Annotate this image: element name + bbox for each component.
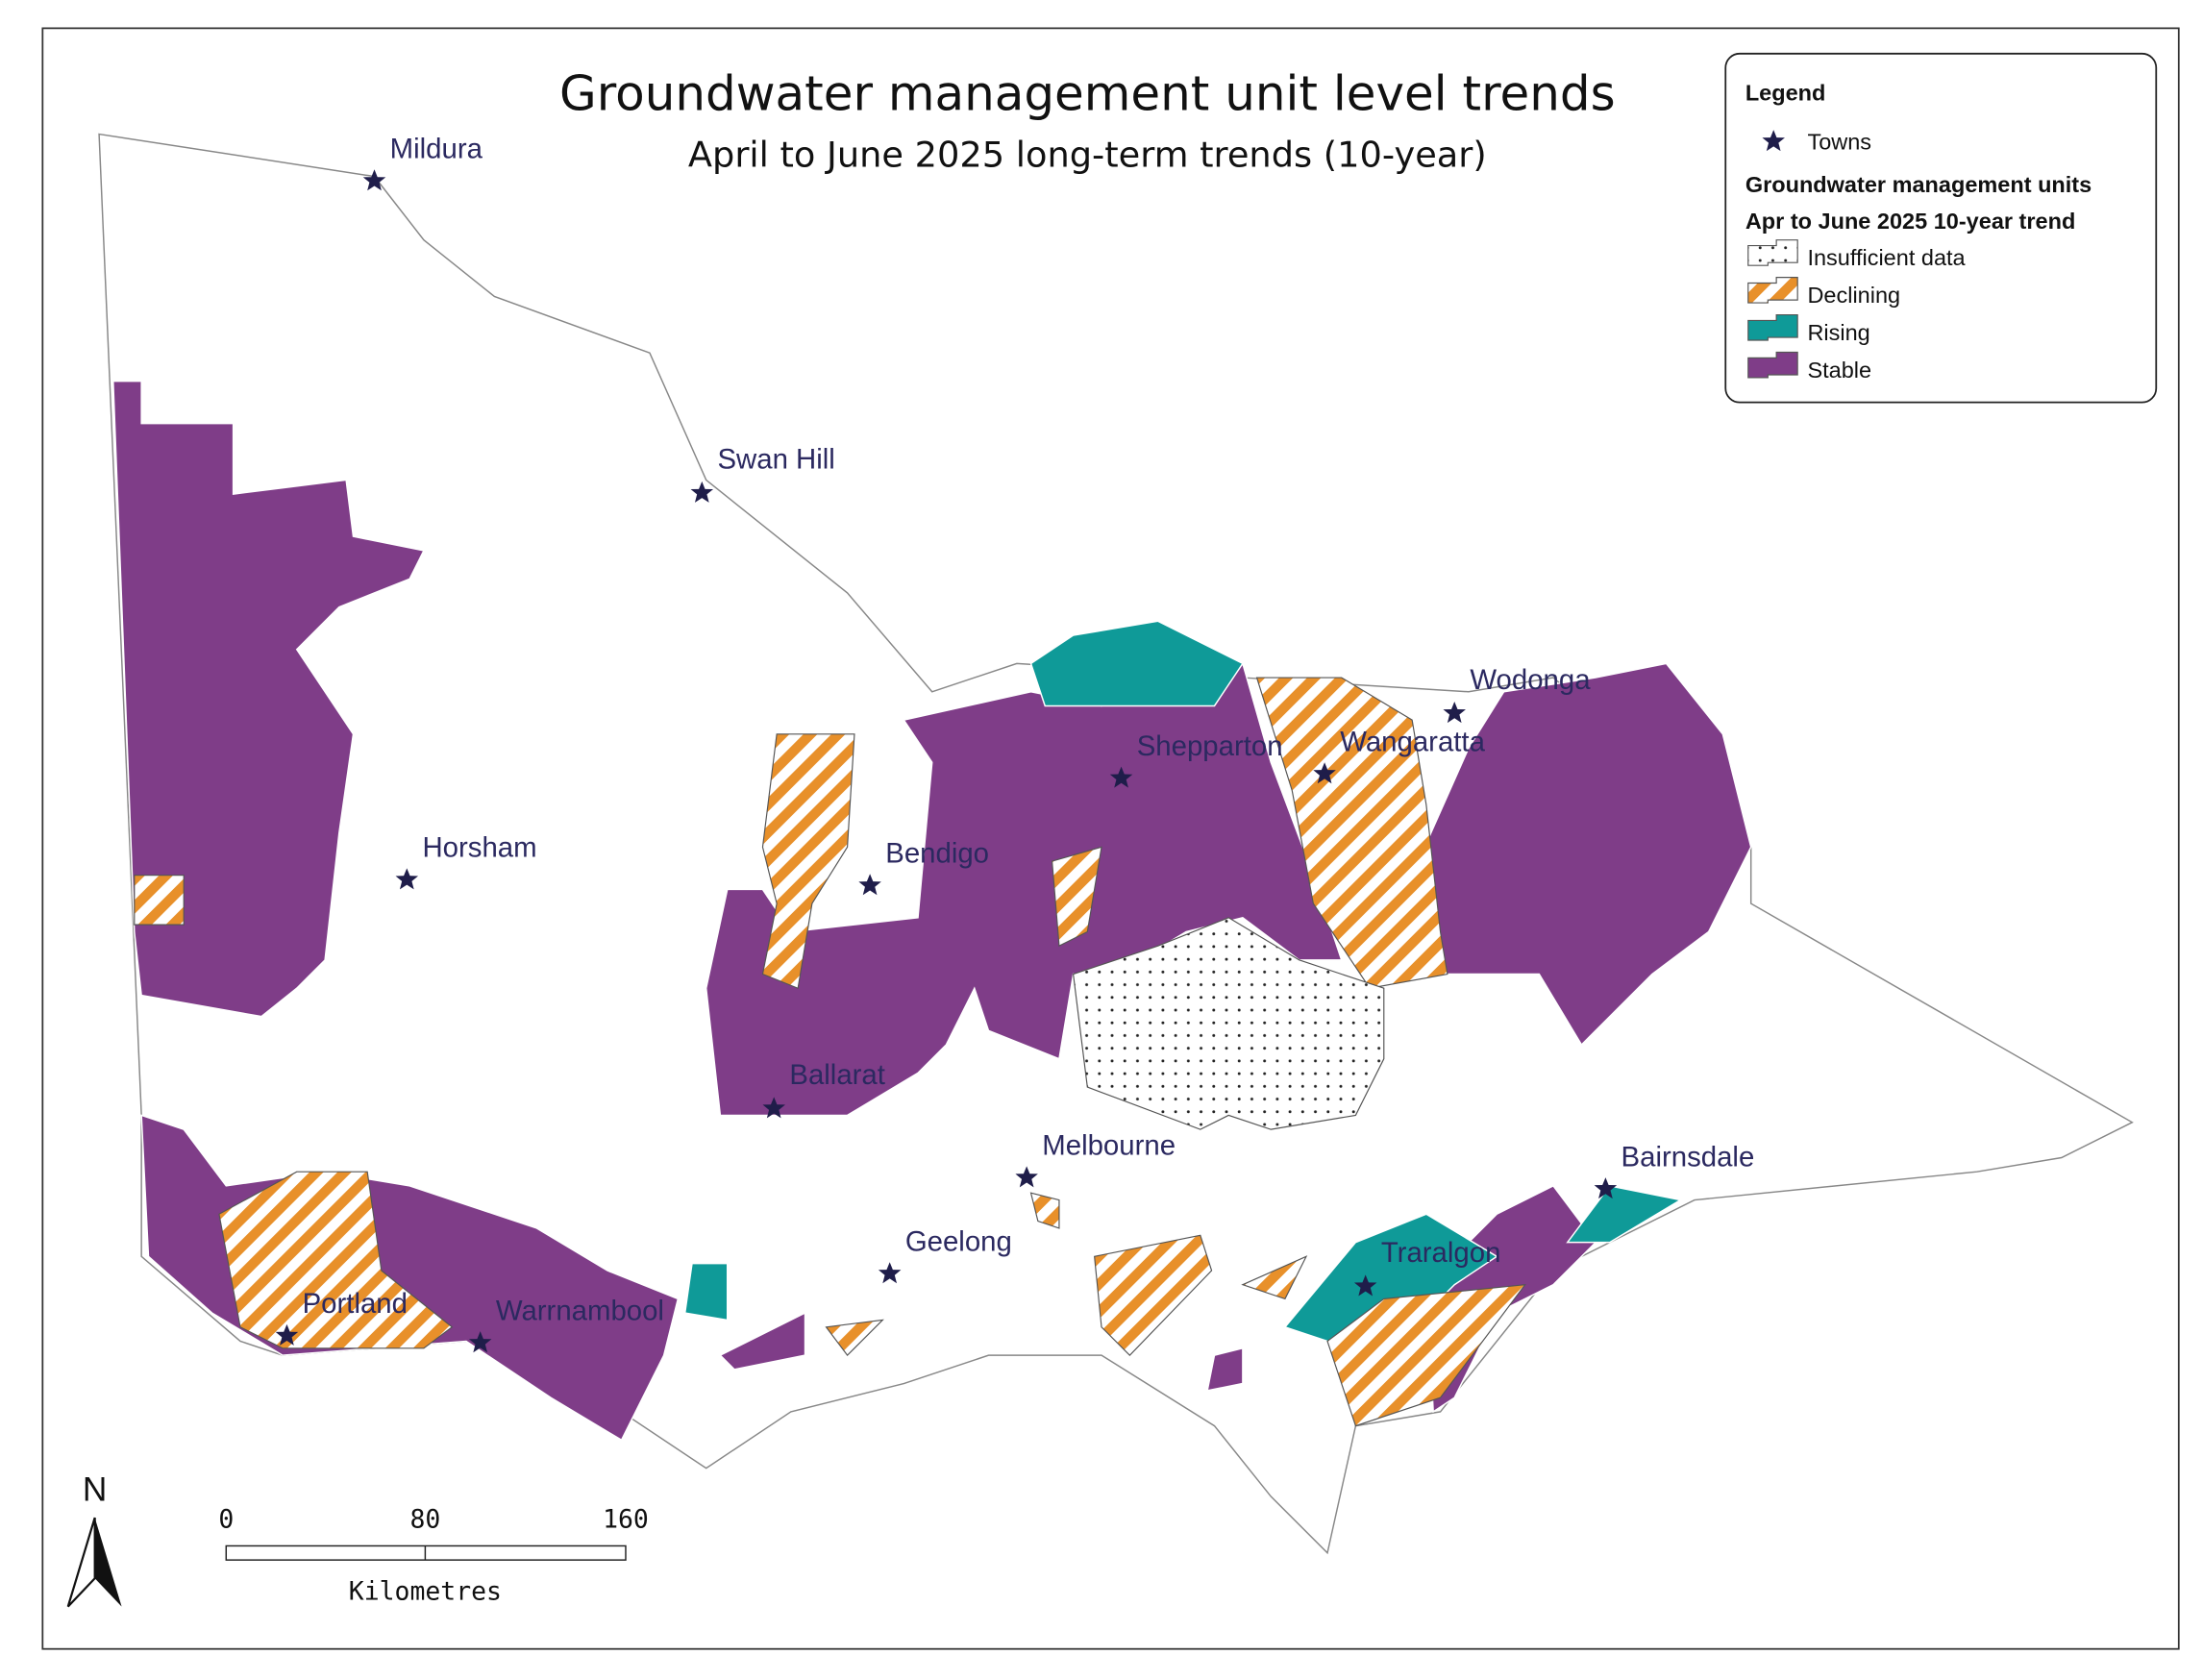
- legend-subheading: Apr to June 2025 10-year trend: [1745, 209, 2076, 234]
- north-label: N: [83, 1470, 107, 1508]
- insufficient-data-unit: [1072, 917, 1385, 1130]
- north-arrow: N: [66, 1470, 122, 1608]
- scale-tick: 160: [603, 1504, 649, 1534]
- scale-bar: 0 80 160 Kilometres: [218, 1504, 649, 1606]
- town-label: Warrnambool: [496, 1295, 664, 1326]
- legend-swatch: [1747, 277, 1798, 304]
- legend-towns: Towns: [1807, 130, 1871, 155]
- town-label: Portland: [303, 1288, 408, 1320]
- town-label: Bendigo: [885, 838, 989, 870]
- legend-heading: Groundwater management units: [1745, 172, 2092, 197]
- scale-tick: 80: [409, 1504, 440, 1534]
- town-label: Wodonga: [1470, 664, 1591, 696]
- scale-tick: 0: [218, 1504, 234, 1534]
- legend-swatch: [1747, 239, 1798, 266]
- town-label: Horsham: [422, 832, 536, 864]
- declining-units: [134, 677, 1526, 1427]
- legend-swatch: [1747, 313, 1798, 341]
- town-label: Ballarat: [789, 1059, 885, 1091]
- towns: Mildura Swan Hill Horsham Bendigo Shepparton…: [275, 134, 1755, 1353]
- north-arrow-right: [94, 1518, 122, 1607]
- rising-units: [683, 620, 1683, 1343]
- map-title: Groundwater management unit level trends: [559, 66, 1616, 122]
- legend-box: [1724, 52, 2158, 404]
- town-label: Swan Hill: [717, 444, 834, 476]
- town-label: Geelong: [905, 1225, 1012, 1257]
- legend-swatch: [1747, 351, 1798, 379]
- town-label: Mildura: [390, 134, 483, 165]
- town-label: Traralgon: [1381, 1237, 1501, 1269]
- map-subtitle: April to June 2025 long-term trends (10-…: [688, 134, 1487, 175]
- town-label: Melbourne: [1042, 1130, 1176, 1162]
- legend-item: Declining: [1807, 283, 1900, 308]
- legend-title: Legend: [1745, 80, 1826, 105]
- town-label: Wangaratta: [1340, 726, 1485, 757]
- town-label: Bairnsdale: [1621, 1141, 1755, 1173]
- legend: Legend Towns Groundwater management unit…: [1724, 52, 2158, 404]
- scale-unit: Kilometres: [349, 1576, 502, 1606]
- legend-item: Rising: [1807, 320, 1869, 345]
- legend-item: Insufficient data: [1807, 245, 1966, 270]
- town-label: Shepparton: [1137, 730, 1283, 762]
- legend-item: Stable: [1807, 358, 1871, 383]
